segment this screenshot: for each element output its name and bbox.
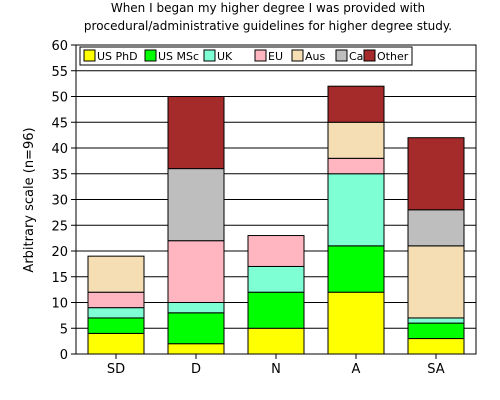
chart-title-line-1: When I began my higher degree I was prov… bbox=[111, 1, 425, 15]
bar-segment bbox=[247, 265, 305, 293]
legend-swatch bbox=[291, 49, 304, 62]
x-tick-label: SD bbox=[107, 362, 125, 377]
bar-segment bbox=[407, 317, 465, 324]
y-tick-label: 5 bbox=[60, 322, 68, 337]
bar-segment bbox=[167, 96, 225, 170]
bar-segment bbox=[327, 85, 385, 123]
legend-swatch bbox=[363, 49, 376, 62]
y-tick-label: 40 bbox=[51, 142, 68, 157]
bar-segment bbox=[327, 291, 385, 355]
legend-swatch bbox=[254, 49, 267, 62]
bar-segment bbox=[247, 235, 305, 267]
bar-segment bbox=[407, 137, 465, 211]
bar-segment bbox=[87, 307, 145, 319]
bar-segment bbox=[167, 240, 225, 303]
y-tick-label: 20 bbox=[51, 245, 68, 260]
y-tick-label: 35 bbox=[51, 168, 68, 183]
legend-swatch bbox=[83, 49, 96, 62]
x-tick-label: N bbox=[271, 362, 281, 377]
bar-segment bbox=[247, 291, 305, 329]
legend-swatch bbox=[335, 49, 348, 62]
bar-segment bbox=[327, 157, 385, 175]
legend-label: EU bbox=[268, 50, 283, 63]
bar-segment bbox=[327, 173, 385, 247]
y-tick-label: 0 bbox=[60, 348, 68, 363]
legend-label: Ca bbox=[349, 50, 363, 63]
bar-segment bbox=[327, 121, 385, 159]
chart-title-line-2: procedural/administrative guidelines for… bbox=[84, 19, 452, 33]
bar-segment bbox=[407, 322, 465, 340]
bar-segment bbox=[407, 209, 465, 247]
bar-segment bbox=[327, 245, 385, 293]
y-tick-label: 50 bbox=[51, 91, 68, 106]
y-tick-label: 30 bbox=[51, 194, 68, 209]
bar-segment bbox=[247, 327, 305, 355]
axis-ticks: 0 5 10 15 20 25 30 35 40 45 50 55 60 SD D N A SA bbox=[51, 39, 444, 377]
legend-swatch bbox=[203, 49, 216, 62]
bar-segment bbox=[167, 168, 225, 242]
bar-segment bbox=[167, 312, 225, 345]
legend-label: UK bbox=[217, 50, 233, 63]
x-tick-label: SA bbox=[427, 362, 444, 377]
y-tick-label: 45 bbox=[51, 116, 68, 131]
bar-segment bbox=[407, 245, 465, 319]
bar-segment bbox=[87, 332, 145, 355]
legend-label: Aus bbox=[305, 50, 325, 63]
legend: US PhD US MSc UK EU Aus Ca Other bbox=[79, 46, 413, 66]
y-tick-label: 25 bbox=[51, 219, 68, 234]
bar-segment bbox=[407, 338, 465, 355]
bar-segment bbox=[87, 255, 145, 293]
bar-segment bbox=[87, 291, 145, 309]
legend-label: US PhD bbox=[97, 50, 138, 63]
bar-segment bbox=[167, 343, 225, 355]
bar-segment bbox=[87, 317, 145, 334]
y-tick-label: 15 bbox=[51, 271, 68, 286]
bar-segment bbox=[167, 302, 225, 314]
legend-label: US MSc bbox=[158, 50, 199, 63]
legend-label: Other bbox=[377, 50, 409, 63]
bars bbox=[87, 85, 465, 355]
legend-box bbox=[79, 46, 413, 66]
x-tick-label: A bbox=[352, 362, 361, 377]
y-tick-label: 10 bbox=[51, 297, 68, 312]
x-tick-label: D bbox=[191, 362, 201, 377]
y-tick-label: 55 bbox=[51, 65, 68, 80]
y-axis-label: Arbitrary scale (n=96) bbox=[22, 127, 37, 272]
legend-swatch bbox=[144, 49, 157, 62]
y-tick-label: 60 bbox=[51, 39, 68, 54]
